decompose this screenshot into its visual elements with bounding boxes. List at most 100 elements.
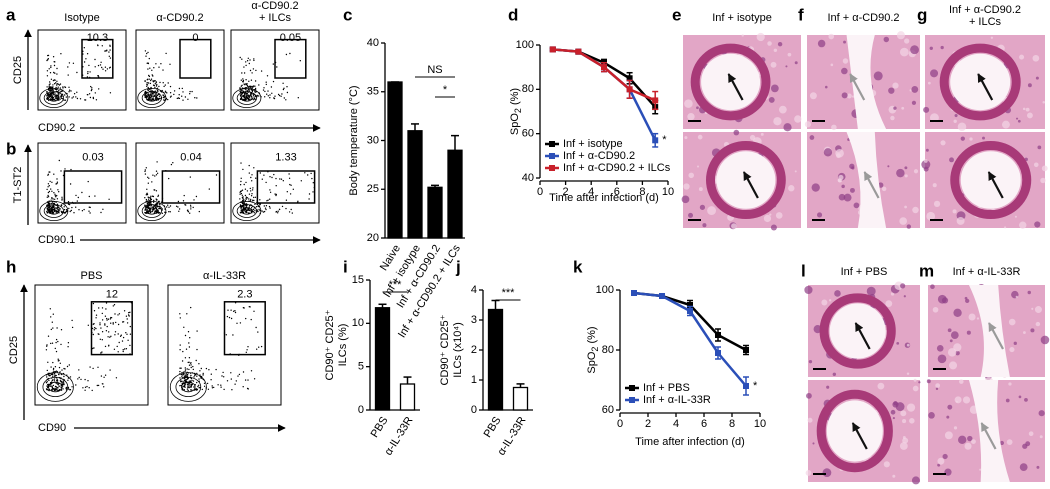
airway-wall bbox=[816, 389, 893, 473]
bar bbox=[407, 130, 423, 239]
y-axis-label: SpO2 (%) bbox=[509, 88, 523, 135]
cell-cluster bbox=[947, 348, 957, 357]
cell-cluster bbox=[741, 34, 744, 37]
cell-cluster bbox=[807, 417, 813, 423]
legend-label: Inf + α-IL-33R bbox=[643, 394, 711, 406]
x-tick-label: 4 bbox=[588, 186, 594, 198]
legend-marker bbox=[549, 153, 555, 159]
contour bbox=[39, 200, 69, 221]
cell-cluster bbox=[904, 38, 910, 44]
cell-cluster bbox=[966, 330, 971, 335]
cell-cluster bbox=[947, 328, 952, 333]
legend-marker bbox=[629, 397, 635, 403]
bar bbox=[487, 308, 504, 411]
cell-cluster bbox=[956, 216, 965, 225]
cell-cluster bbox=[763, 214, 772, 223]
cell-cluster bbox=[1022, 107, 1026, 111]
legend-label: Inf + α-CD90.2 bbox=[563, 150, 635, 162]
bar bbox=[374, 307, 391, 411]
cell-cluster bbox=[699, 204, 706, 210]
flow-y-label: CD25 bbox=[8, 336, 20, 364]
cell-cluster bbox=[1024, 398, 1028, 402]
cell-cluster bbox=[937, 463, 941, 467]
cell-cluster bbox=[697, 134, 703, 140]
histology-title: Inf + α-IL-33R bbox=[953, 266, 1021, 278]
flow-plot bbox=[34, 284, 149, 406]
airway-lumen bbox=[968, 380, 1010, 482]
y-tick-label: 80 bbox=[602, 344, 614, 356]
point bbox=[575, 48, 582, 55]
cell-cluster bbox=[979, 468, 982, 471]
cell-cluster bbox=[896, 31, 905, 40]
cell-cluster bbox=[768, 97, 775, 103]
cell-cluster bbox=[892, 417, 895, 420]
point bbox=[652, 97, 659, 104]
cell-cluster bbox=[1005, 398, 1010, 403]
histology-image bbox=[807, 132, 920, 229]
cell-cluster bbox=[769, 213, 772, 216]
cell-cluster bbox=[937, 294, 947, 304]
contour bbox=[181, 381, 196, 393]
cell-cluster bbox=[1025, 107, 1030, 112]
flow-plot bbox=[37, 29, 127, 111]
cell-cluster bbox=[964, 296, 968, 300]
histology-title: Inf + α-CD90.2 bbox=[949, 4, 1021, 16]
cell-cluster bbox=[838, 174, 844, 181]
airway-wall bbox=[939, 43, 1021, 121]
cell-cluster bbox=[904, 205, 907, 209]
gate bbox=[161, 170, 221, 204]
y-tick-label: 40 bbox=[367, 37, 379, 49]
gate bbox=[274, 38, 307, 79]
cell-cluster bbox=[1018, 395, 1022, 399]
cell-cluster bbox=[831, 124, 837, 131]
point bbox=[601, 64, 607, 71]
cell-cluster bbox=[841, 184, 845, 189]
point bbox=[715, 332, 721, 338]
gate bbox=[223, 301, 266, 356]
cell-cluster bbox=[770, 224, 777, 231]
cell-cluster bbox=[1035, 76, 1039, 80]
cell-cluster bbox=[932, 306, 939, 313]
panel-letter: i bbox=[343, 257, 348, 276]
contour bbox=[48, 207, 60, 215]
cell-cluster bbox=[923, 159, 928, 163]
cell-cluster bbox=[949, 157, 954, 163]
cell-cluster bbox=[804, 285, 813, 295]
histology-title: Inf + PBS bbox=[841, 266, 888, 278]
cell-cluster bbox=[808, 360, 813, 364]
bar bbox=[427, 186, 443, 239]
gate-value: 0 bbox=[192, 32, 198, 44]
cell-cluster bbox=[1035, 321, 1041, 327]
contour bbox=[146, 94, 158, 102]
column-title: α-CD90.2 bbox=[156, 12, 203, 24]
cell-cluster bbox=[911, 476, 920, 485]
cell-cluster bbox=[823, 148, 833, 157]
cell-cluster bbox=[773, 48, 778, 53]
cell-cluster bbox=[967, 435, 973, 442]
cell-cluster bbox=[770, 84, 779, 93]
x-tick-label: 4 bbox=[673, 418, 679, 430]
y-label-subscript: 2 bbox=[590, 347, 600, 352]
y-label-unit: (%) bbox=[509, 88, 521, 105]
column-title: α-CD90.2 bbox=[251, 0, 298, 12]
y-axis-label: CD90⁺ CD25⁺ bbox=[324, 309, 336, 380]
cell-cluster bbox=[1008, 382, 1012, 386]
y-axis-label: ILCs (%) bbox=[337, 324, 349, 367]
y-axis-label: Body temperature (°C) bbox=[348, 85, 360, 195]
x-tick-label: PBS bbox=[369, 415, 391, 440]
panel-letter: k bbox=[573, 257, 583, 276]
cell-cluster bbox=[787, 52, 792, 57]
cell-cluster bbox=[794, 61, 798, 65]
cell-cluster bbox=[1032, 54, 1040, 62]
cell-cluster bbox=[949, 339, 953, 343]
series-line bbox=[552, 48, 656, 102]
cell-cluster bbox=[950, 331, 959, 340]
cell-cluster bbox=[816, 212, 823, 218]
airway-lumen bbox=[950, 53, 1011, 111]
cell-cluster bbox=[1040, 335, 1050, 345]
cell-cluster bbox=[877, 382, 885, 390]
cell-cluster bbox=[681, 195, 690, 204]
histology-image bbox=[921, 132, 1048, 229]
cell-cluster bbox=[899, 442, 908, 450]
arrow bbox=[727, 73, 744, 101]
